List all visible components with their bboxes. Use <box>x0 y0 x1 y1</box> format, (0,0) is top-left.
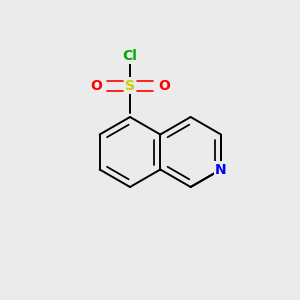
Text: N: N <box>215 163 227 176</box>
Text: O: O <box>90 79 102 92</box>
Text: Cl: Cl <box>123 49 137 63</box>
Text: S: S <box>125 79 135 92</box>
Text: O: O <box>158 79 170 92</box>
